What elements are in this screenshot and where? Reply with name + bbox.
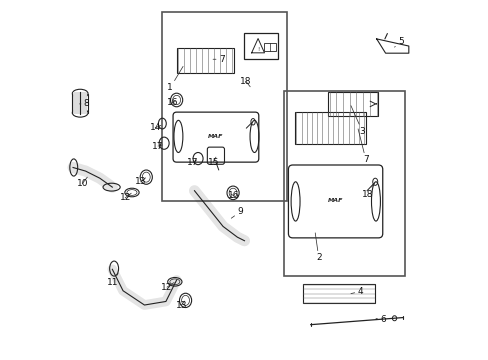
Text: MAF: MAF <box>327 198 343 203</box>
Text: MAF: MAF <box>208 134 223 139</box>
Text: 16: 16 <box>166 98 178 107</box>
Bar <box>162 12 287 202</box>
Text: 7: 7 <box>357 129 368 165</box>
Text: !: ! <box>256 48 259 53</box>
Text: 6: 6 <box>375 315 385 324</box>
Text: 4: 4 <box>350 287 362 296</box>
Text: 14: 14 <box>149 123 161 132</box>
Text: 13: 13 <box>135 177 146 186</box>
Text: 18: 18 <box>362 184 373 199</box>
Bar <box>176 48 233 73</box>
Text: 7: 7 <box>213 55 224 64</box>
Bar <box>303 284 374 303</box>
Text: 16: 16 <box>227 191 239 200</box>
Text: 17: 17 <box>187 158 199 167</box>
Text: 9: 9 <box>231 207 243 218</box>
Bar <box>244 33 278 59</box>
Bar <box>328 93 378 116</box>
Text: 8: 8 <box>80 99 89 108</box>
Text: 15: 15 <box>207 157 219 167</box>
Text: 3: 3 <box>350 106 365 136</box>
Text: 10: 10 <box>77 177 88 188</box>
Text: 11: 11 <box>106 274 118 287</box>
Text: 17: 17 <box>152 141 163 150</box>
Text: 12: 12 <box>161 283 174 292</box>
Text: 18: 18 <box>240 77 251 87</box>
Text: 13: 13 <box>175 301 186 310</box>
Text: 12: 12 <box>119 193 131 202</box>
Text: 1: 1 <box>167 66 183 92</box>
Bar <box>294 112 365 144</box>
Bar <box>283 91 405 276</box>
Text: 2: 2 <box>315 233 321 262</box>
Text: 5: 5 <box>394 37 403 47</box>
Bar <box>263 43 275 51</box>
